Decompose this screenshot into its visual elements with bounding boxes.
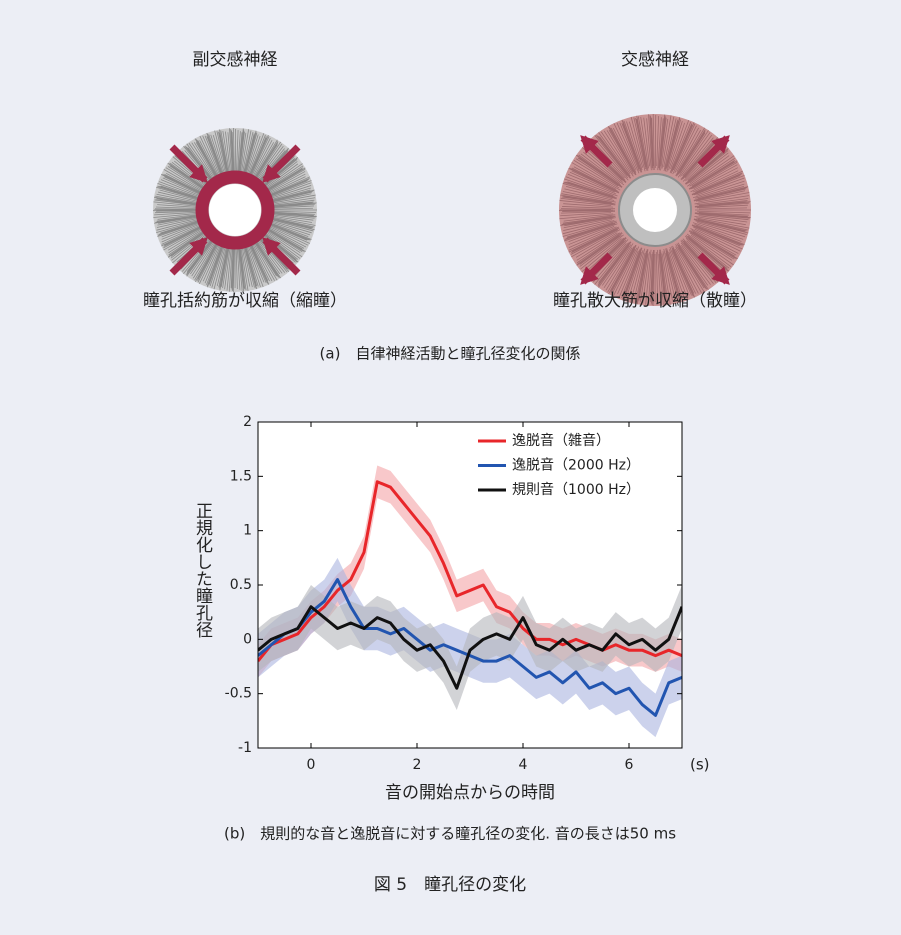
- diagram-caption: (a) 自律神経活動と瞳孔径変化の関係: [320, 345, 581, 363]
- y-tick-label: 0: [243, 631, 252, 647]
- right-title: 交感神経: [621, 50, 689, 70]
- y-tick-label: 0.5: [230, 577, 252, 593]
- plot: [258, 465, 682, 738]
- figure-caption: 図 5 瞳孔径の変化: [374, 875, 526, 895]
- left-caption: 瞳孔括約筋が収縮（縮瞳）: [143, 291, 347, 311]
- x-tick-label: 4: [519, 757, 528, 773]
- arrow-head: [580, 266, 599, 285]
- legend-label: 逸脱音（雑音）: [512, 432, 610, 449]
- iris-fibers: [558, 114, 751, 306]
- right-caption: 瞳孔散大筋が収縮（散瞳）: [553, 291, 757, 311]
- iris-diagrams: [152, 114, 751, 306]
- y-tick-label: -0.5: [225, 686, 252, 702]
- left-title: 副交感神経: [193, 50, 278, 70]
- y-tick-label: 1: [243, 523, 252, 539]
- arrow-head: [189, 164, 208, 183]
- arrow-head: [262, 164, 281, 183]
- x-tick-label: 2: [413, 757, 422, 773]
- chart-caption: (b) 規則的な音と逸脱音に対する瞳孔径の変化. 音の長さは50 ms: [224, 825, 676, 843]
- x-tick-label: 6: [625, 757, 634, 773]
- pupil: [633, 188, 677, 232]
- x-tick-label: 0: [307, 757, 316, 773]
- series-line: [258, 605, 682, 690]
- arrow-head: [189, 237, 208, 256]
- arrow-head: [711, 266, 730, 285]
- error-band: [258, 585, 682, 710]
- series-line: [258, 578, 682, 717]
- arrow-head: [580, 135, 599, 154]
- y-tick-label: -1: [238, 740, 252, 756]
- error-band: [258, 465, 682, 678]
- arrow-head: [262, 237, 281, 256]
- legend-label: 規則音（1000 Hz）: [512, 481, 640, 498]
- y-axis-label: 正規化した瞳孔径: [192, 502, 213, 638]
- sphincter-ring: [195, 170, 275, 250]
- arrow-head: [711, 135, 730, 154]
- series-line: [258, 480, 682, 663]
- x-unit: (s): [690, 756, 710, 774]
- pupil: [209, 184, 261, 236]
- legend-label: 逸脱音（2000 Hz）: [512, 457, 640, 474]
- x-axis-label: 音の開始点からの時間: [385, 783, 555, 803]
- y-tick-label: 1.5: [230, 468, 252, 484]
- y-tick-label: 2: [243, 414, 252, 430]
- iris-fibers: [152, 128, 317, 292]
